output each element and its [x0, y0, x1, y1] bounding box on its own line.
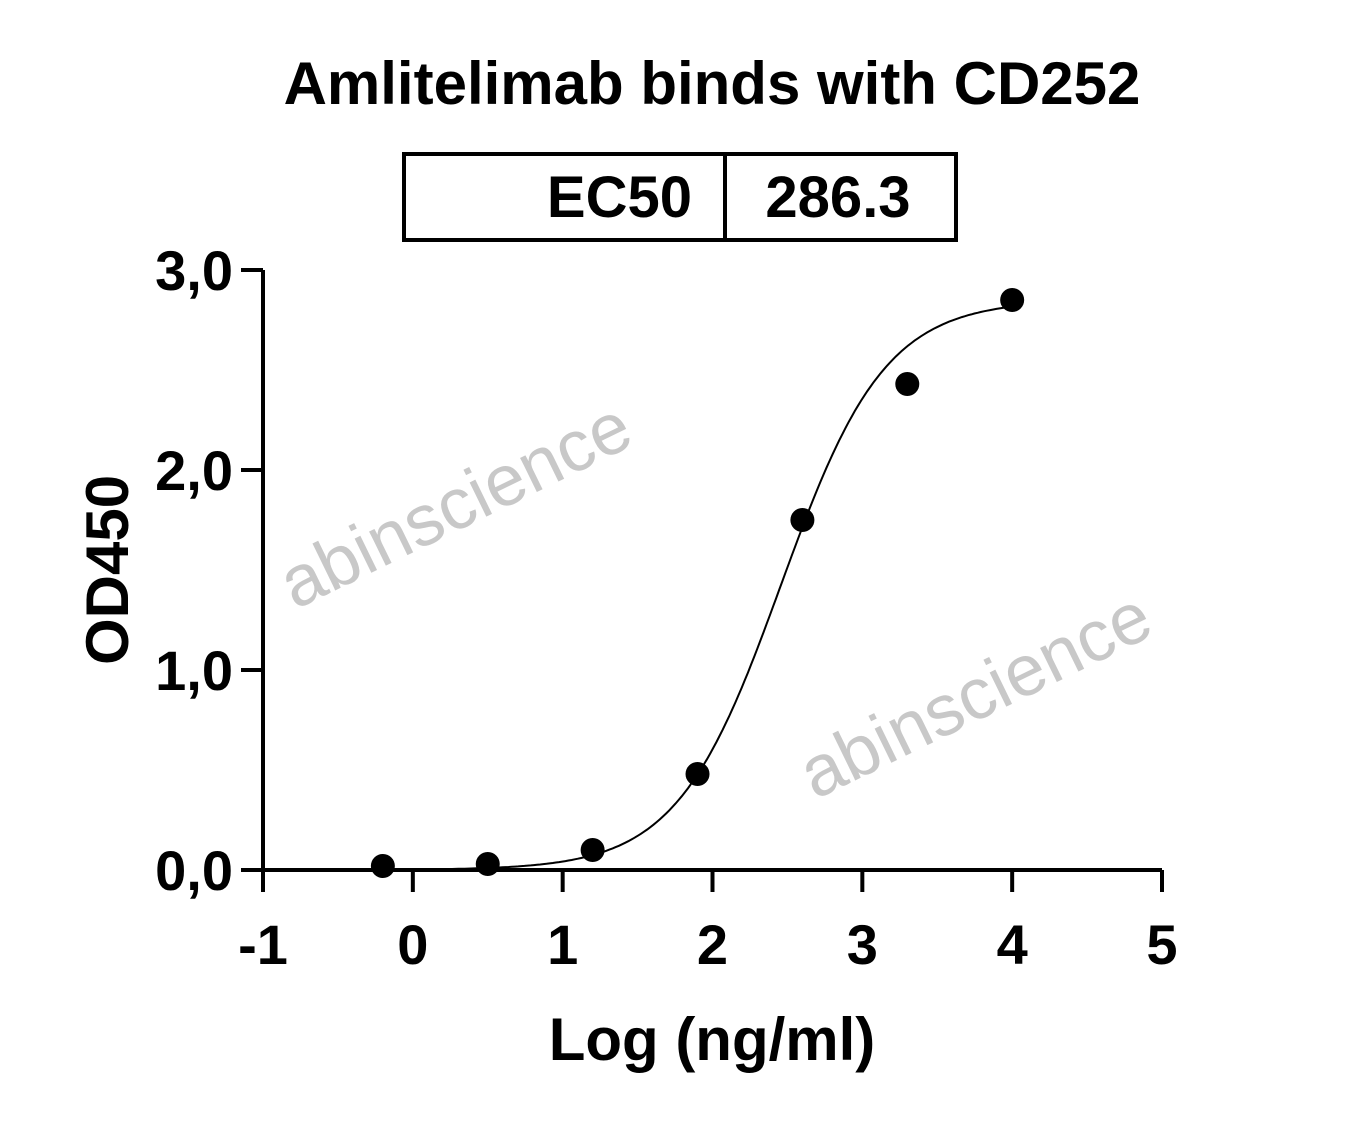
ec50-table-border [402, 152, 958, 242]
x-tick-label: 1 [547, 913, 578, 976]
data-point [580, 838, 605, 862]
watermark-text: abinscience [787, 576, 1164, 815]
x-tick-label: 4 [997, 913, 1028, 976]
ec50-table: EC50 286.3 [402, 152, 958, 242]
x-tick-label: 5 [1146, 913, 1177, 976]
x-tick-label: 2 [697, 913, 728, 976]
data-point [685, 762, 710, 786]
data-point [895, 372, 920, 396]
chart-title: Amlitelimab binds with CD252 [284, 50, 1141, 117]
data-point [475, 852, 500, 876]
ec50-label: EC50 [547, 165, 692, 230]
y-axis-label: OD450 [74, 475, 141, 665]
x-tick-label: 3 [847, 913, 878, 976]
watermark-text: abinscience [267, 386, 644, 625]
x-tick-label: -1 [238, 913, 288, 976]
watermark-layer: abinscience abinscience [267, 386, 1164, 815]
y-tick-label: 2,0 [155, 439, 233, 502]
data-point [1000, 288, 1025, 312]
plot-area [370, 288, 1025, 878]
x-axis-label: Log (ng/ml) [549, 1006, 876, 1073]
y-tick-label: 3,0 [155, 239, 233, 302]
data-point [790, 508, 815, 532]
y-tick-label: 0,0 [155, 839, 233, 902]
x-tick-label: 0 [397, 913, 428, 976]
data-point [370, 854, 395, 878]
axes: -1 0 1 2 3 4 5 0,0 1,0 2,0 3,0 [155, 239, 1177, 976]
y-tick-label: 1,0 [155, 639, 233, 702]
ec50-value: 286.3 [765, 165, 910, 230]
